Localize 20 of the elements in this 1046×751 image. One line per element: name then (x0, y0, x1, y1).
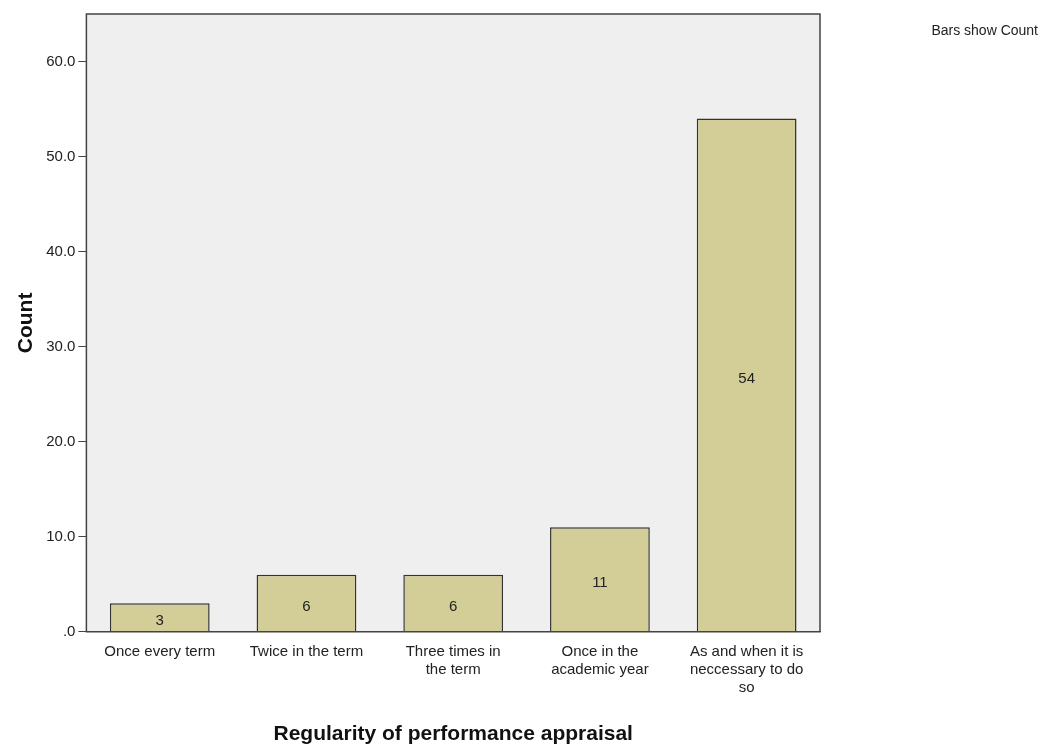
x-tick-label: Twice in the term (249, 641, 364, 659)
x-tick-label: Once every term (104, 641, 216, 659)
x-tick-label: Three times in the term (405, 641, 501, 677)
y-tick-label: 40.0 (46, 241, 76, 259)
y-tick-label: 20.0 (46, 431, 76, 449)
data-label: 3 (155, 611, 164, 629)
x-tick-label: As and when it is neccessary to do so (689, 641, 804, 695)
data-label: 11 (592, 573, 608, 591)
y-axis-title: Count (13, 292, 37, 354)
text: Bars show Count (931, 22, 1038, 38)
data-label: 54 (738, 369, 755, 387)
x-tick-label: Once in the academic year (551, 641, 649, 677)
y-tick-label: 30.0 (46, 336, 76, 354)
y-tick-label: 60.0 (46, 51, 76, 69)
y-tick-label: .0 (62, 621, 76, 639)
data-label: 6 (449, 597, 458, 615)
y-tick-label: 10.0 (46, 526, 76, 544)
data-label: 6 (302, 597, 311, 615)
y-tick-label: 50.0 (46, 146, 76, 164)
x-axis-title: Regularity of performance appraisal (273, 721, 633, 745)
